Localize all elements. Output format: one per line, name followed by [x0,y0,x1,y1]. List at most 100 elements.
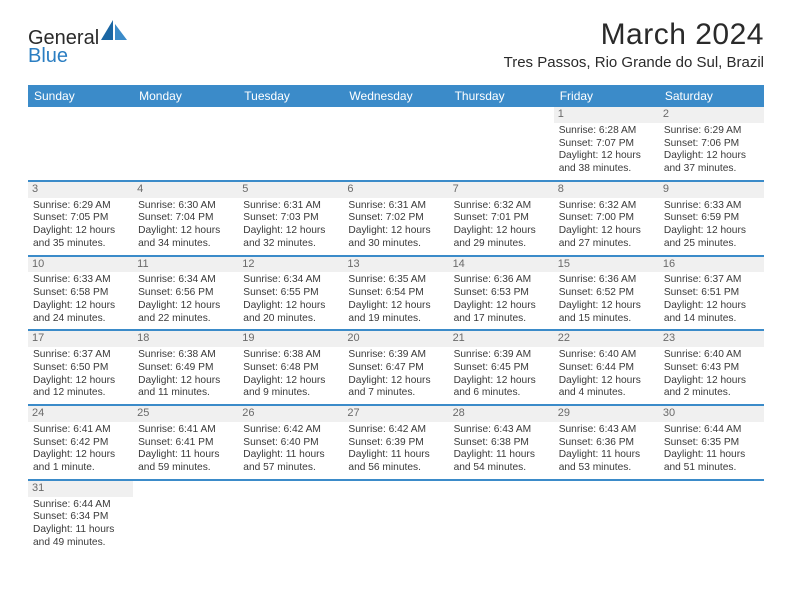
calendar-cell: 17Sunrise: 6:37 AMSunset: 6:50 PMDayligh… [28,331,133,404]
sunrise-text: Sunrise: 6:37 AM [664,274,759,287]
day-number: 19 [238,331,343,347]
calendar-cell: 1Sunrise: 6:28 AMSunset: 7:07 PMDaylight… [554,107,659,180]
calendar-cell: 19Sunrise: 6:38 AMSunset: 6:48 PMDayligh… [238,331,343,404]
daylight-text: Daylight: 12 hours and 14 minutes. [664,300,759,326]
daylight-text: Daylight: 12 hours and 15 minutes. [559,300,654,326]
sunrise-text: Sunrise: 6:41 AM [138,424,233,437]
daylight-text: Daylight: 12 hours and 24 minutes. [33,300,128,326]
sunrise-text: Sunrise: 6:32 AM [559,200,654,213]
sunset-text: Sunset: 6:58 PM [33,287,128,300]
sunrise-text: Sunrise: 6:34 AM [138,274,233,287]
sunset-text: Sunset: 6:59 PM [664,212,759,225]
sunrise-text: Sunrise: 6:36 AM [559,274,654,287]
logo-text: General Blue [28,18,129,65]
calendar-cell: 8Sunrise: 6:32 AMSunset: 7:00 PMDaylight… [554,182,659,255]
sunset-text: Sunset: 6:38 PM [454,437,549,450]
sunrise-text: Sunrise: 6:39 AM [454,349,549,362]
day-number: 21 [449,331,554,347]
calendar-cell: 25Sunrise: 6:41 AMSunset: 6:41 PMDayligh… [133,406,238,479]
calendar-cell [133,481,238,554]
sunrise-text: Sunrise: 6:32 AM [454,200,549,213]
day-number: 14 [449,257,554,273]
sunset-text: Sunset: 6:39 PM [348,437,443,450]
weeks-container: 1Sunrise: 6:28 AMSunset: 7:07 PMDaylight… [28,107,764,554]
day-header-row: Sunday Monday Tuesday Wednesday Thursday… [28,85,764,107]
calendar-cell [449,481,554,554]
calendar-cell: 23Sunrise: 6:40 AMSunset: 6:43 PMDayligh… [659,331,764,404]
calendar-cell: 31Sunrise: 6:44 AMSunset: 6:34 PMDayligh… [28,481,133,554]
calendar-cell: 20Sunrise: 6:39 AMSunset: 6:47 PMDayligh… [343,331,448,404]
sunset-text: Sunset: 6:40 PM [243,437,338,450]
sunset-text: Sunset: 7:05 PM [33,212,128,225]
day-number: 13 [343,257,448,273]
day-number: 2 [659,107,764,123]
sunrise-text: Sunrise: 6:36 AM [454,274,549,287]
week-row: 10Sunrise: 6:33 AMSunset: 6:58 PMDayligh… [28,257,764,332]
day-number: 12 [238,257,343,273]
sunset-text: Sunset: 7:03 PM [243,212,338,225]
dayhead-mon: Monday [133,85,238,107]
day-number: 23 [659,331,764,347]
day-number: 22 [554,331,659,347]
calendar-cell: 14Sunrise: 6:36 AMSunset: 6:53 PMDayligh… [449,257,554,330]
daylight-text: Daylight: 12 hours and 19 minutes. [348,300,443,326]
sunrise-text: Sunrise: 6:33 AM [33,274,128,287]
calendar-cell: 22Sunrise: 6:40 AMSunset: 6:44 PMDayligh… [554,331,659,404]
day-number: 4 [133,182,238,198]
location-text: Tres Passos, Rio Grande do Sul, Brazil [504,54,764,71]
sunrise-text: Sunrise: 6:37 AM [33,349,128,362]
week-row: 17Sunrise: 6:37 AMSunset: 6:50 PMDayligh… [28,331,764,406]
sunrise-text: Sunrise: 6:31 AM [348,200,443,213]
calendar-cell: 2Sunrise: 6:29 AMSunset: 7:06 PMDaylight… [659,107,764,180]
day-number: 5 [238,182,343,198]
daylight-text: Daylight: 12 hours and 32 minutes. [243,225,338,251]
sunrise-text: Sunrise: 6:38 AM [138,349,233,362]
calendar-cell: 3Sunrise: 6:29 AMSunset: 7:05 PMDaylight… [28,182,133,255]
daylight-text: Daylight: 12 hours and 12 minutes. [33,375,128,401]
daylight-text: Daylight: 12 hours and 25 minutes. [664,225,759,251]
sunset-text: Sunset: 6:51 PM [664,287,759,300]
daylight-text: Daylight: 12 hours and 34 minutes. [138,225,233,251]
day-number: 10 [28,257,133,273]
logo-word-2: Blue [28,45,68,67]
day-number: 8 [554,182,659,198]
sail-icon [99,27,129,49]
sunrise-text: Sunrise: 6:40 AM [664,349,759,362]
daylight-text: Daylight: 12 hours and 9 minutes. [243,375,338,401]
day-number: 3 [28,182,133,198]
daylight-text: Daylight: 12 hours and 17 minutes. [454,300,549,326]
daylight-text: Daylight: 11 hours and 53 minutes. [559,449,654,475]
week-row: 24Sunrise: 6:41 AMSunset: 6:42 PMDayligh… [28,406,764,481]
calendar-cell: 18Sunrise: 6:38 AMSunset: 6:49 PMDayligh… [133,331,238,404]
sunset-text: Sunset: 6:41 PM [138,437,233,450]
daylight-text: Daylight: 11 hours and 57 minutes. [243,449,338,475]
sunset-text: Sunset: 7:01 PM [454,212,549,225]
dayhead-wed: Wednesday [343,85,448,107]
day-number: 6 [343,182,448,198]
sunset-text: Sunset: 6:34 PM [33,511,128,524]
day-number: 30 [659,406,764,422]
daylight-text: Daylight: 12 hours and 38 minutes. [559,150,654,176]
day-number: 24 [28,406,133,422]
daylight-text: Daylight: 12 hours and 29 minutes. [454,225,549,251]
calendar-cell: 10Sunrise: 6:33 AMSunset: 6:58 PMDayligh… [28,257,133,330]
calendar: Sunday Monday Tuesday Wednesday Thursday… [28,85,764,554]
daylight-text: Daylight: 11 hours and 49 minutes. [33,524,128,550]
sunset-text: Sunset: 6:48 PM [243,362,338,375]
calendar-cell [449,107,554,180]
day-number: 1 [554,107,659,123]
dayhead-tue: Tuesday [238,85,343,107]
week-row: 31Sunrise: 6:44 AMSunset: 6:34 PMDayligh… [28,481,764,554]
calendar-cell: 26Sunrise: 6:42 AMSunset: 6:40 PMDayligh… [238,406,343,479]
day-number: 11 [133,257,238,273]
week-row: 3Sunrise: 6:29 AMSunset: 7:05 PMDaylight… [28,182,764,257]
day-number: 15 [554,257,659,273]
day-number: 27 [343,406,448,422]
sunset-text: Sunset: 6:49 PM [138,362,233,375]
title-block: March 2024 Tres Passos, Rio Grande do Su… [504,18,764,71]
dayhead-sat: Saturday [659,85,764,107]
day-number: 7 [449,182,554,198]
calendar-cell: 13Sunrise: 6:35 AMSunset: 6:54 PMDayligh… [343,257,448,330]
calendar-cell [659,481,764,554]
sunset-text: Sunset: 6:53 PM [454,287,549,300]
